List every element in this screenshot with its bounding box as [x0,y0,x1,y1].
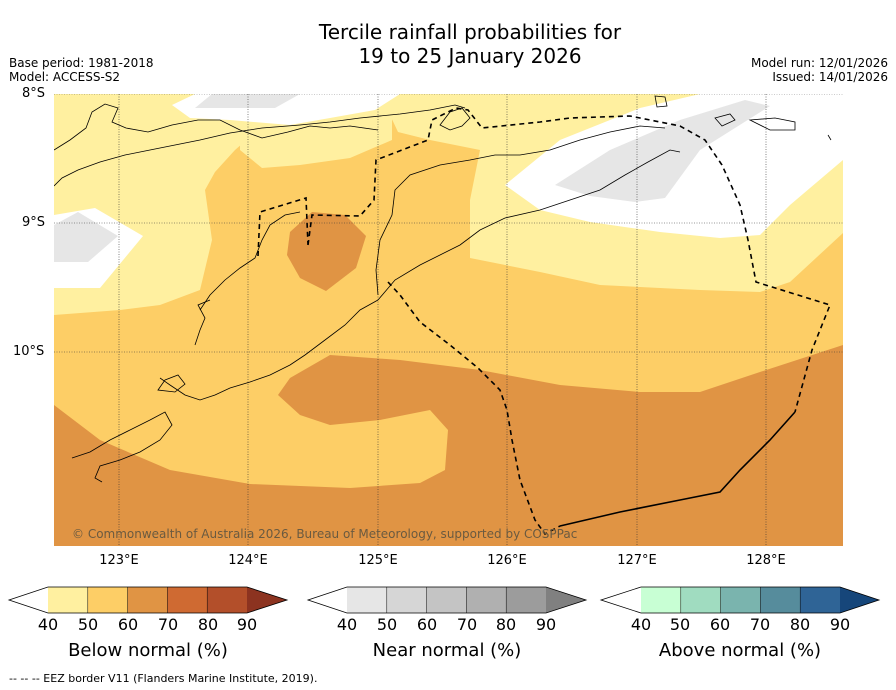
issued-date: Issued: 14/01/2026 [772,70,888,84]
cb-below-tick-60: 60 [117,615,139,634]
model-name: Model: ACCESS-S2 [9,70,121,84]
cb-near-tick-60: 60 [416,615,438,634]
meta-left: Base period: 1981-2018 Model: ACCESS-S2 [9,56,154,84]
lon-label-126e: 126°E [487,553,527,568]
colorbar-near-segment-60-70 [426,587,467,613]
cb-above-tick-60: 60 [709,615,731,634]
eez-footnote: -- -- -- EEZ border V11 (Flanders Marine… [9,672,318,685]
colorbar-below-segment-80-90 [207,587,247,613]
lon-label-127e: 127°E [617,553,657,568]
gridlines [54,94,843,546]
colorbar-near-segment-70-80 [466,587,507,613]
colorbar-below-arrow-low [9,587,48,613]
cb-below-tick-40: 40 [37,615,59,634]
model-run: Model run: 12/01/2026 [750,56,888,70]
colorbar-below-normal [7,586,289,614]
zone-below-60-70-blob [287,212,366,291]
colorbar-above-arrow-high [840,587,879,613]
eez-border [257,107,832,536]
colorbar-near-segment-80-90 [506,587,546,613]
colorbar-title-below: Below normal (%) [68,640,228,661]
map-panel [54,94,843,546]
cb-above-tick-70: 70 [749,615,771,634]
colorbar-title-above: Above normal (%) [658,640,822,661]
cb-near-tick-80: 80 [495,615,517,634]
meta-right: Model run: 12/01/2026 Issued: 14/01/2026 [751,56,888,84]
zone-near-40-50-west [54,212,118,262]
colorbar-near-segment-50-60 [386,587,427,613]
cb-below-tick-70: 70 [157,615,179,634]
colorbar-above-normal [599,586,881,614]
cb-near-tick-50: 50 [376,615,398,634]
title-line-1: Tercile rainfall probabilities for [318,20,622,44]
cb-above-tick-50: 50 [669,615,691,634]
colorbar-below-outline [7,586,289,614]
copyright-text: © Commonwealth of Australia 2026, Bureau… [72,527,578,541]
colorbar-near-arrow-low [308,587,347,613]
colorbar-below-segment-70-80 [167,587,208,613]
colorbar-below-segment-60-70 [127,587,168,613]
cb-near-tick-90: 90 [535,615,557,634]
colorbar-above-segment-60-70 [720,587,761,613]
colorbar-above-segment-80-90 [800,587,840,613]
coastlines [54,95,832,483]
cb-below-tick-90: 90 [236,615,258,634]
colorbar-near-normal [306,586,588,614]
zone-near-40-50-east [555,100,770,202]
colorbar-near-segment-40-50 [347,587,387,613]
title-line-2: 19 to 25 January 2026 [358,44,582,68]
colorbar-above-arrow-low [601,587,641,613]
cb-above-tick-90: 90 [829,615,851,634]
base-period: Base period: 1981-2018 [9,56,154,70]
lat-label-9s: 9°S [22,215,46,230]
colorbar-near-outline [306,586,588,614]
colorbar-below-arrow-high [247,587,287,613]
cb-below-tick-80: 80 [197,615,219,634]
cb-below-tick-50: 50 [77,615,99,634]
cb-near-tick-70: 70 [456,615,478,634]
colorbars [7,586,881,614]
lon-label-123e: 123°E [99,553,139,568]
colorbar-below-segment-50-60 [87,587,128,613]
lon-label-125e: 125°E [358,553,398,568]
colorbar-above-outline [599,586,881,614]
zone-near-40-50-top [195,94,300,108]
colorbar-above-segment-40-50 [641,587,681,613]
colorbar-above-segment-70-80 [760,587,801,613]
map-title: Tercile rainfall probabilities for 19 to… [0,20,896,68]
colorbar-title-near: Near normal (%) [372,640,522,661]
colorbar-near-arrow-high [546,587,586,613]
cb-near-tick-40: 40 [336,615,358,634]
lat-label-8s: 8°S [22,86,46,101]
lon-label-124e: 124°E [228,553,268,568]
colorbar-above-segment-50-60 [680,587,721,613]
colorbar-below-segment-40-50 [48,587,88,613]
cb-above-tick-40: 40 [630,615,652,634]
lon-label-128e: 128°E [746,553,786,568]
cb-above-tick-80: 80 [789,615,811,634]
lat-label-10s: 10°S [13,344,45,359]
